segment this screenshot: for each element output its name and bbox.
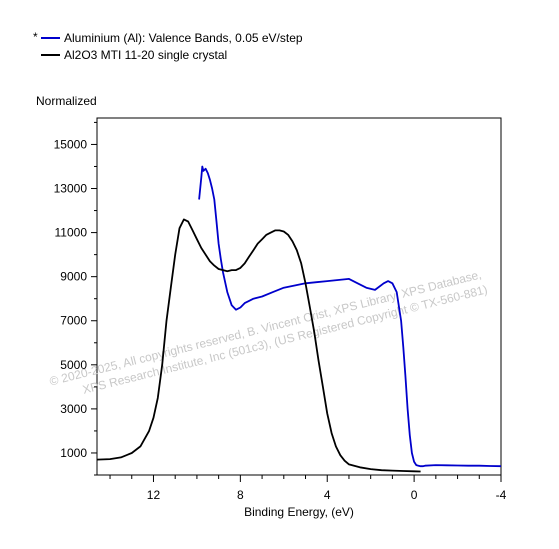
y-tick-label: 11000 — [55, 226, 88, 240]
y-tick-label: 5000 — [60, 358, 87, 372]
watermark-line-2: XPS Research Institute, Inc (501c3), (US… — [81, 282, 489, 396]
watermark: © 2020-2025, All copyrights reserved, B.… — [48, 267, 489, 396]
series-line-0 — [198, 165, 502, 468]
series-group — [96, 165, 502, 473]
x-tick-label: 12 — [147, 488, 161, 502]
plot-frame — [96, 117, 502, 476]
y-tick-label: 15000 — [54, 137, 88, 151]
y-tick-label: 3000 — [60, 402, 87, 416]
legend-label-aluminium: Aluminium (Al): Valence Bands, 0.05 eV/s… — [64, 31, 303, 45]
watermark-line-1: © 2020-2025, All copyrights reserved, B.… — [48, 267, 483, 388]
legend: * Aluminium (Al): Valence Bands, 0.05 eV… — [33, 30, 303, 62]
x-tick-label: -4 — [496, 488, 507, 502]
x-tick-label: 8 — [237, 488, 244, 502]
y-tick-label: 9000 — [60, 270, 87, 284]
y-tick-label: 7000 — [60, 314, 87, 328]
y-tick-label: 13000 — [54, 182, 88, 196]
y-axis-label: Normalized — [36, 94, 97, 108]
legend-marker: * — [33, 30, 38, 44]
y-tick-label: 1000 — [60, 446, 87, 460]
series-line-1 — [96, 218, 421, 473]
axis-ticks: 1000 3000 5000 7000 9000 11000 13000 15000 12 8 4 0… — [54, 121, 507, 502]
x-tick-label: 0 — [411, 488, 418, 502]
x-tick-label: 4 — [324, 488, 331, 502]
x-axis-label: Binding Energy, (eV) — [244, 505, 354, 519]
legend-label-al2o3: Al2O3 MTI 11-20 single crystal — [64, 48, 227, 62]
